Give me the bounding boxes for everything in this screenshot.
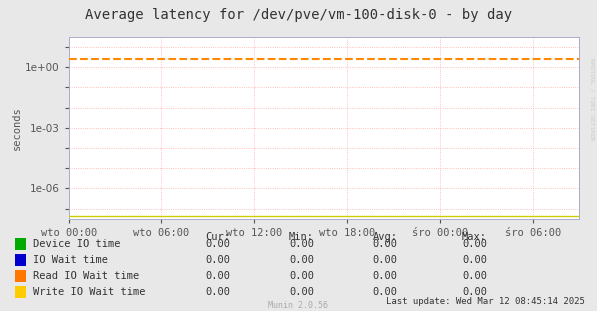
Text: 0.00: 0.00 xyxy=(289,255,314,265)
Text: 0.00: 0.00 xyxy=(205,255,230,265)
Text: RRDTOOL / TOBI OETIKER: RRDTOOL / TOBI OETIKER xyxy=(590,58,595,141)
Text: IO Wait time: IO Wait time xyxy=(33,255,108,265)
Text: Cur:: Cur: xyxy=(205,232,230,242)
Text: Munin 2.0.56: Munin 2.0.56 xyxy=(269,301,328,310)
Text: 0.00: 0.00 xyxy=(205,287,230,297)
Text: 0.00: 0.00 xyxy=(373,255,398,265)
Text: 0.00: 0.00 xyxy=(462,287,487,297)
Text: Min:: Min: xyxy=(289,232,314,242)
Text: 0.00: 0.00 xyxy=(289,239,314,249)
Text: Device IO time: Device IO time xyxy=(33,239,121,249)
Text: 0.00: 0.00 xyxy=(289,287,314,297)
Text: 0.00: 0.00 xyxy=(373,271,398,281)
Text: 0.00: 0.00 xyxy=(205,239,230,249)
Text: Average latency for /dev/pve/vm-100-disk-0 - by day: Average latency for /dev/pve/vm-100-disk… xyxy=(85,8,512,22)
Text: Write IO Wait time: Write IO Wait time xyxy=(33,287,145,297)
Text: 0.00: 0.00 xyxy=(373,239,398,249)
Text: 0.00: 0.00 xyxy=(462,271,487,281)
Text: 0.00: 0.00 xyxy=(462,239,487,249)
Text: 0.00: 0.00 xyxy=(205,271,230,281)
Text: 0.00: 0.00 xyxy=(373,287,398,297)
Text: Last update: Wed Mar 12 08:45:14 2025: Last update: Wed Mar 12 08:45:14 2025 xyxy=(386,297,585,306)
Text: Avg:: Avg: xyxy=(373,232,398,242)
Text: Read IO Wait time: Read IO Wait time xyxy=(33,271,139,281)
Text: Max:: Max: xyxy=(462,232,487,242)
Text: 0.00: 0.00 xyxy=(289,271,314,281)
Y-axis label: seconds: seconds xyxy=(12,106,22,150)
Text: 0.00: 0.00 xyxy=(462,255,487,265)
